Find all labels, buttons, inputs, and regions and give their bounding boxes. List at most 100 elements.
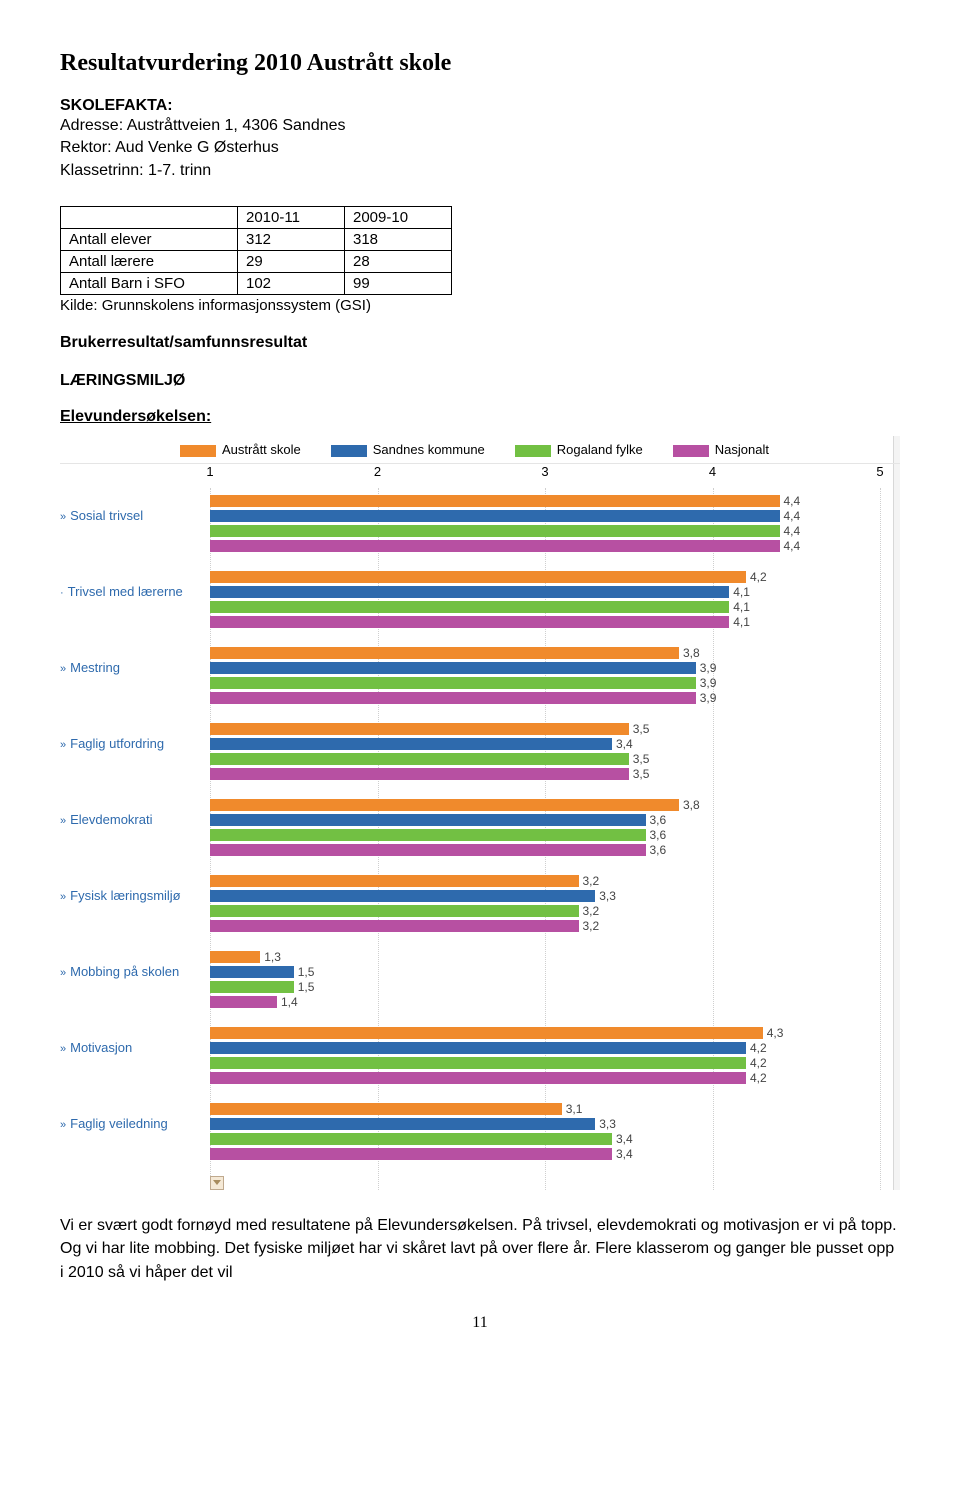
bar-value: 4,1 — [733, 615, 750, 629]
bar-value: 1,5 — [298, 965, 315, 979]
chart-category: »Faglig utfordring3,53,43,53,5 — [60, 714, 900, 790]
bar-value: 3,6 — [650, 813, 667, 827]
table-source: Kilde: Grunnskolens informasjonssystem (… — [60, 297, 900, 314]
chevron-icon: » — [60, 1119, 66, 1131]
legend-swatch — [331, 445, 367, 457]
chart-category: ·Trivsel med lærerne4,24,14,14,1 — [60, 562, 900, 638]
bar — [210, 1103, 562, 1115]
bar-value: 3,9 — [700, 661, 717, 675]
bar-row: 4,2 — [210, 1041, 900, 1055]
bar-row: 1,5 — [210, 965, 900, 979]
bar-value: 3,9 — [700, 691, 717, 705]
table-cell: 312 — [238, 229, 345, 251]
bar — [210, 905, 579, 917]
table-cell: 28 — [345, 251, 452, 273]
bar — [210, 920, 579, 932]
bar-value: 4,1 — [733, 600, 750, 614]
skolefakta-heading: SKOLEFAKTA: — [60, 97, 900, 115]
axis-tick: 4 — [709, 464, 716, 479]
category-link[interactable]: »Faglig veiledning — [60, 1102, 210, 1131]
legend-swatch — [673, 445, 709, 457]
chevron-icon: » — [60, 815, 66, 827]
bar-value: 3,4 — [616, 737, 633, 751]
chart-x-axis: 12345 — [210, 464, 880, 486]
chevron-icon: » — [60, 1043, 66, 1055]
bar-row: 4,3 — [210, 1026, 900, 1040]
bar-row: 3,9 — [210, 661, 900, 675]
table-cell: Antall lærere — [61, 251, 238, 273]
bar — [210, 510, 780, 522]
bar — [210, 875, 579, 887]
category-link[interactable]: »Fysisk læringsmiljø — [60, 874, 210, 903]
bar-value: 1,3 — [264, 950, 281, 964]
axis-tick: 5 — [876, 464, 883, 479]
category-label: Mobbing på skolen — [70, 964, 179, 979]
chart-category: »Fysisk læringsmiljø3,23,33,23,2 — [60, 866, 900, 942]
chevron-icon: » — [60, 967, 66, 979]
category-label: Trivsel med lærerne — [68, 584, 183, 599]
bar — [210, 525, 780, 537]
category-link[interactable]: »Motivasjon — [60, 1026, 210, 1055]
legend-item: Rogaland fylke — [515, 442, 643, 457]
bar — [210, 981, 294, 993]
page-number: 11 — [60, 1314, 900, 1332]
category-link[interactable]: »Elevdemokrati — [60, 798, 210, 827]
legend-item: Austrått skole — [180, 442, 301, 457]
bar-row: 3,3 — [210, 1117, 900, 1131]
bar — [210, 738, 612, 750]
bar-value: 4,4 — [784, 494, 801, 508]
bar — [210, 692, 696, 704]
bar-value: 3,9 — [700, 676, 717, 690]
category-link[interactable]: »Mestring — [60, 646, 210, 675]
bar-group: 3,13,33,43,4 — [210, 1102, 900, 1162]
axis-tick: 3 — [541, 464, 548, 479]
fact-adresse: Adresse: Austråttveien 1, 4306 Sandnes — [60, 115, 900, 137]
bar-row: 3,5 — [210, 722, 900, 736]
category-link[interactable]: ·Trivsel med lærerne — [60, 570, 210, 599]
bar — [210, 814, 646, 826]
bar-value: 4,3 — [767, 1026, 784, 1040]
bar — [210, 677, 696, 689]
bar-row: 3,9 — [210, 676, 900, 690]
bar-row: 4,4 — [210, 494, 900, 508]
bar-row: 3,4 — [210, 737, 900, 751]
subheading-elevundersokelsen: Elevundersøkelsen: — [60, 408, 900, 426]
legend-label: Sandnes kommune — [373, 442, 485, 457]
bar-row: 3,8 — [210, 798, 900, 812]
bar — [210, 540, 780, 552]
expand-icon[interactable] — [210, 1176, 224, 1190]
bar — [210, 768, 629, 780]
table-cell: 102 — [238, 273, 345, 295]
bar-value: 3,1 — [566, 1102, 583, 1116]
bar-value: 3,4 — [616, 1132, 633, 1146]
bar-row: 1,4 — [210, 995, 900, 1009]
bar-value: 3,2 — [583, 904, 600, 918]
bar-row: 3,5 — [210, 752, 900, 766]
category-link[interactable]: »Faglig utfordring — [60, 722, 210, 751]
bar-row: 3,6 — [210, 813, 900, 827]
category-link[interactable]: » Mobbing på skolen — [60, 950, 210, 979]
section-brukerresultat: Brukerresultat/samfunnsresultat — [60, 334, 900, 352]
category-label: Faglig utfordring — [70, 736, 164, 751]
chevron-icon: » — [60, 663, 66, 675]
bar — [210, 890, 595, 902]
bar — [210, 1148, 612, 1160]
bar-value: 3,8 — [683, 646, 700, 660]
bar-value: 4,4 — [784, 509, 801, 523]
bar — [210, 951, 260, 963]
category-link[interactable]: »Sosial trivsel — [60, 494, 210, 523]
bar — [210, 571, 746, 583]
bar-group: 3,83,93,93,9 — [210, 646, 900, 706]
bar — [210, 1118, 595, 1130]
bar-group: 4,44,44,44,4 — [210, 494, 900, 554]
bar-row: 3,8 — [210, 646, 900, 660]
table-row: Antall elever 312 318 — [61, 229, 452, 251]
table-header-row: 2010-11 2009-10 — [61, 207, 452, 229]
bar-row: 3,4 — [210, 1147, 900, 1161]
bar — [210, 966, 294, 978]
table-header-cell: 2010-11 — [238, 207, 345, 229]
bar-group: 1,31,51,51,4 — [210, 950, 900, 1010]
bar-group: 4,24,14,14,1 — [210, 570, 900, 630]
legend-label: Austrått skole — [222, 442, 301, 457]
bar — [210, 1042, 746, 1054]
